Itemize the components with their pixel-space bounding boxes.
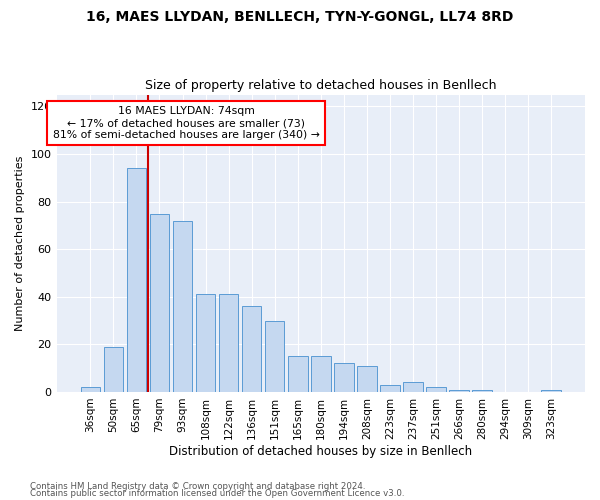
Bar bbox=[196, 294, 215, 392]
Y-axis label: Number of detached properties: Number of detached properties bbox=[15, 156, 25, 331]
Bar bbox=[219, 294, 238, 392]
X-axis label: Distribution of detached houses by size in Benllech: Distribution of detached houses by size … bbox=[169, 444, 472, 458]
Bar bbox=[403, 382, 423, 392]
Title: Size of property relative to detached houses in Benllech: Size of property relative to detached ho… bbox=[145, 79, 497, 92]
Text: Contains public sector information licensed under the Open Government Licence v3: Contains public sector information licen… bbox=[30, 489, 404, 498]
Bar bbox=[380, 385, 400, 392]
Bar bbox=[242, 306, 262, 392]
Bar bbox=[288, 356, 308, 392]
Text: 16 MAES LLYDAN: 74sqm
← 17% of detached houses are smaller (73)
81% of semi-deta: 16 MAES LLYDAN: 74sqm ← 17% of detached … bbox=[53, 106, 319, 140]
Bar bbox=[127, 168, 146, 392]
Bar bbox=[80, 387, 100, 392]
Bar bbox=[334, 364, 353, 392]
Text: 16, MAES LLYDAN, BENLLECH, TYN-Y-GONGL, LL74 8RD: 16, MAES LLYDAN, BENLLECH, TYN-Y-GONGL, … bbox=[86, 10, 514, 24]
Bar bbox=[265, 320, 284, 392]
Bar bbox=[472, 390, 492, 392]
Bar bbox=[426, 387, 446, 392]
Bar bbox=[173, 220, 193, 392]
Bar bbox=[311, 356, 331, 392]
Bar bbox=[149, 214, 169, 392]
Bar bbox=[104, 347, 123, 392]
Text: Contains HM Land Registry data © Crown copyright and database right 2024.: Contains HM Land Registry data © Crown c… bbox=[30, 482, 365, 491]
Bar bbox=[541, 390, 561, 392]
Bar bbox=[449, 390, 469, 392]
Bar bbox=[357, 366, 377, 392]
